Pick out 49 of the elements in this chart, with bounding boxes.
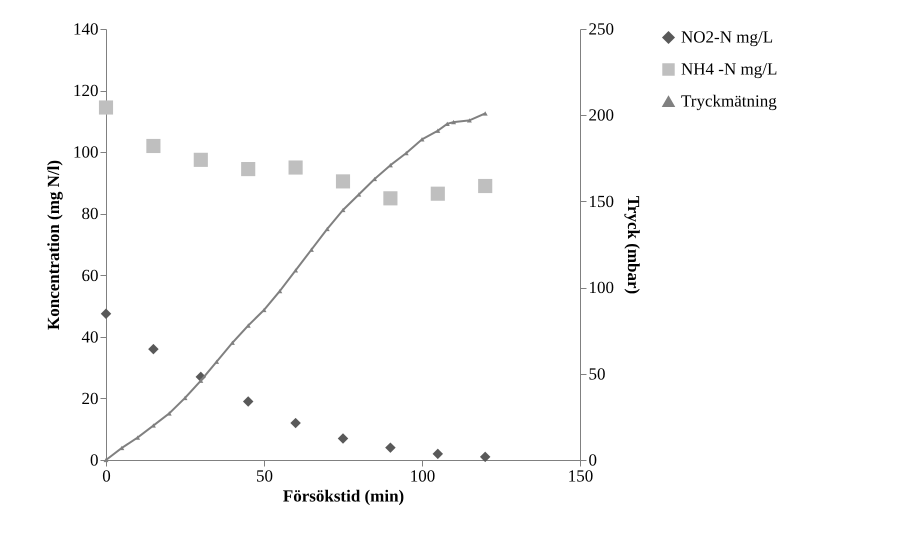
point xyxy=(290,418,301,428)
point xyxy=(435,128,440,133)
point xyxy=(336,174,350,188)
y-tick-label: 0 xyxy=(90,450,98,470)
x-tick-label: 150 xyxy=(568,466,594,486)
y2-tick-label: 150 xyxy=(588,192,614,211)
point xyxy=(135,435,140,440)
point xyxy=(146,138,160,154)
point xyxy=(148,344,159,354)
y2-tick-label: 50 xyxy=(588,364,606,384)
legend-label: NO2-N mg/L xyxy=(681,28,774,46)
y-tick-label: 140 xyxy=(73,20,98,38)
point xyxy=(466,118,472,123)
point xyxy=(430,186,445,201)
y2-tick-label: 250 xyxy=(588,20,614,38)
point xyxy=(194,152,208,167)
y2-tick-label: 0 xyxy=(588,450,597,470)
point xyxy=(288,160,303,175)
point xyxy=(478,178,492,194)
point xyxy=(241,162,256,176)
point xyxy=(293,268,298,273)
point xyxy=(480,452,490,462)
y2-tick-label: 100 xyxy=(588,278,614,298)
point xyxy=(383,191,398,206)
legend-label: NH4 -N mg/L xyxy=(681,60,778,78)
y2-tick-label: 200 xyxy=(588,106,614,125)
point xyxy=(482,111,488,116)
y2-axis-title: Tryck (mbar) xyxy=(624,196,643,294)
y-tick-label: 20 xyxy=(82,388,98,408)
y-tick-label: 100 xyxy=(73,142,98,162)
point xyxy=(98,100,114,115)
point xyxy=(338,433,348,444)
point xyxy=(385,442,396,453)
y-tick-label: 40 xyxy=(82,327,98,346)
point xyxy=(242,396,254,407)
y-axis-title: Koncentration (mg N/l) xyxy=(44,160,63,330)
x-tick-label: 0 xyxy=(102,466,111,486)
x-tick-label: 50 xyxy=(256,466,273,486)
x-tick-label: 100 xyxy=(410,466,436,486)
y-tick-label: 80 xyxy=(82,204,98,224)
x-axis-title: Försökstid (min) xyxy=(282,486,404,506)
y-tick-label: 120 xyxy=(73,81,98,100)
point xyxy=(100,308,112,320)
point xyxy=(340,208,346,212)
point xyxy=(451,120,456,124)
point xyxy=(104,458,108,462)
y-tick-label: 60 xyxy=(82,266,98,285)
point xyxy=(432,448,444,460)
legend-label: Tryckmätning xyxy=(681,92,778,110)
